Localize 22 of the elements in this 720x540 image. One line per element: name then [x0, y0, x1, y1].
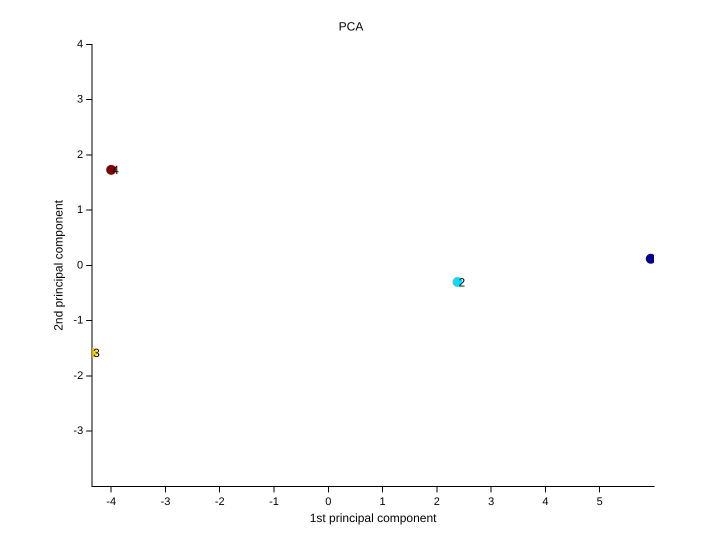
y-tick-label: -2: [73, 370, 84, 382]
point: [646, 254, 654, 264]
y-tick-label: 4: [77, 38, 84, 50]
y-tick-label: 3: [77, 94, 84, 106]
x-tick-label: -1: [269, 496, 279, 508]
x-tick-label: 1: [380, 496, 386, 508]
chart-title: PCA: [338, 20, 364, 34]
x-tick-label: -4: [106, 496, 116, 508]
x-tick-label: 4: [542, 496, 548, 508]
y-tick-label: 0: [77, 259, 84, 272]
y-tick-label: 1: [77, 204, 84, 216]
x-tick-label: 0: [325, 496, 332, 508]
x-tick-label: 3: [488, 496, 494, 508]
x-tick-label: -2: [214, 496, 225, 508]
x-axis-title: 1st principal component: [310, 511, 438, 526]
x-tick-label: -3: [160, 496, 170, 508]
y-axis-title: 2nd principal component: [52, 199, 66, 331]
y-tick-label: -3: [73, 425, 84, 438]
x-tick-label: 2: [434, 496, 440, 508]
x-tick-label: 5: [596, 496, 603, 508]
y-tick-label: -1: [73, 314, 84, 327]
y-tick-label: 2: [77, 148, 84, 161]
